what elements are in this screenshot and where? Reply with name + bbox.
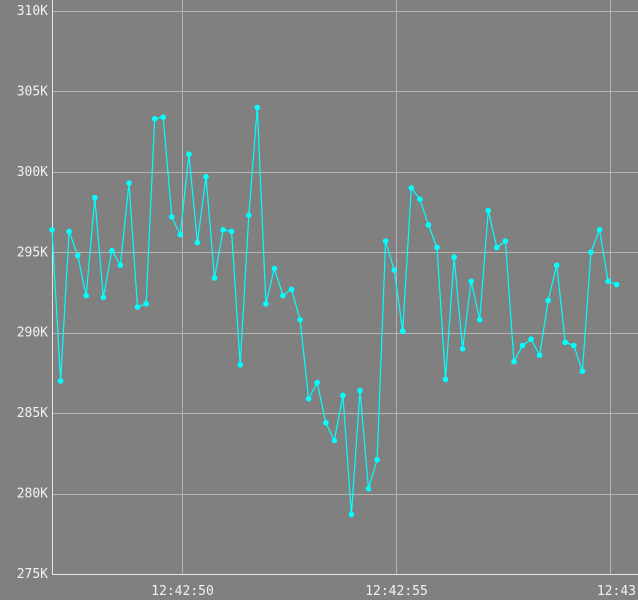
data-point <box>323 420 329 426</box>
data-point <box>186 151 192 157</box>
data-point <box>263 301 269 307</box>
data-point <box>485 207 492 214</box>
data-point <box>494 244 500 251</box>
data-series <box>49 104 620 518</box>
data-point <box>340 392 346 399</box>
data-point <box>425 222 432 228</box>
x-tick-label: 12:42:50 <box>151 584 214 599</box>
data-point <box>49 227 55 233</box>
data-point <box>502 238 509 244</box>
y-tick-label: 305K <box>17 84 48 99</box>
data-point <box>203 173 209 180</box>
data-point <box>109 247 115 254</box>
data-point <box>545 297 551 304</box>
y-tick-label: 275K <box>17 567 48 582</box>
data-point <box>254 104 261 111</box>
data-point <box>57 378 64 384</box>
data-point <box>553 262 560 269</box>
data-point <box>434 244 440 251</box>
data-point <box>169 214 175 220</box>
y-tick-labels: 275K 280K 285K 290K 295K 300K 305K 310K <box>17 4 48 582</box>
y-tick-label: 290K <box>17 326 48 341</box>
data-point <box>117 262 124 269</box>
data-point <box>151 116 158 122</box>
data-point <box>571 342 577 349</box>
data-point <box>451 254 457 260</box>
data-point <box>297 317 303 323</box>
x-tick-labels: 12:42:50 12:42:55 12:43 <box>151 584 636 599</box>
data-point <box>605 278 611 285</box>
data-point <box>228 228 235 235</box>
data-point <box>417 196 423 202</box>
data-point <box>357 387 363 394</box>
y-tick-label: 300K <box>17 165 48 180</box>
data-point <box>160 114 166 120</box>
data-point <box>100 294 107 301</box>
data-point <box>66 228 72 235</box>
data-point <box>442 376 449 383</box>
data-point <box>143 301 149 307</box>
x-tick-label: 12:42:55 <box>365 584 428 599</box>
data-point <box>271 265 278 272</box>
data-point <box>348 511 355 518</box>
data-point <box>83 292 89 299</box>
data-point <box>374 457 380 463</box>
data-point <box>596 227 603 233</box>
data-point <box>314 379 321 386</box>
data-point <box>382 238 389 244</box>
data-point <box>74 252 81 259</box>
data-point <box>246 212 252 219</box>
data-point <box>237 362 243 368</box>
data-point <box>391 267 398 273</box>
data-point <box>459 346 466 352</box>
data-point <box>288 286 295 293</box>
y-gridlines <box>52 11 638 495</box>
data-point <box>211 275 218 281</box>
data-point <box>476 317 483 323</box>
data-point <box>588 249 594 256</box>
y-tick-label: 310K <box>17 4 48 19</box>
data-point <box>562 339 569 346</box>
data-point <box>280 292 286 299</box>
data-point <box>519 342 526 349</box>
data-point <box>399 328 406 334</box>
data-point <box>305 395 312 402</box>
data-point <box>194 239 201 246</box>
data-point <box>365 485 372 492</box>
data-point <box>408 185 415 191</box>
data-point <box>220 227 226 233</box>
data-point <box>511 358 517 365</box>
y-tick-label: 280K <box>17 487 48 502</box>
data-point <box>126 180 132 186</box>
x-tick-label: 12:43 <box>597 584 636 599</box>
y-tick-label: 295K <box>17 245 48 260</box>
data-point <box>536 352 543 359</box>
data-point <box>92 194 98 201</box>
data-point <box>613 281 620 288</box>
y-tick-label: 285K <box>17 406 48 421</box>
data-point <box>134 304 141 310</box>
data-point <box>468 278 475 285</box>
data-point <box>331 437 338 444</box>
data-point <box>579 368 586 375</box>
data-point <box>528 336 534 342</box>
data-point <box>177 231 184 238</box>
